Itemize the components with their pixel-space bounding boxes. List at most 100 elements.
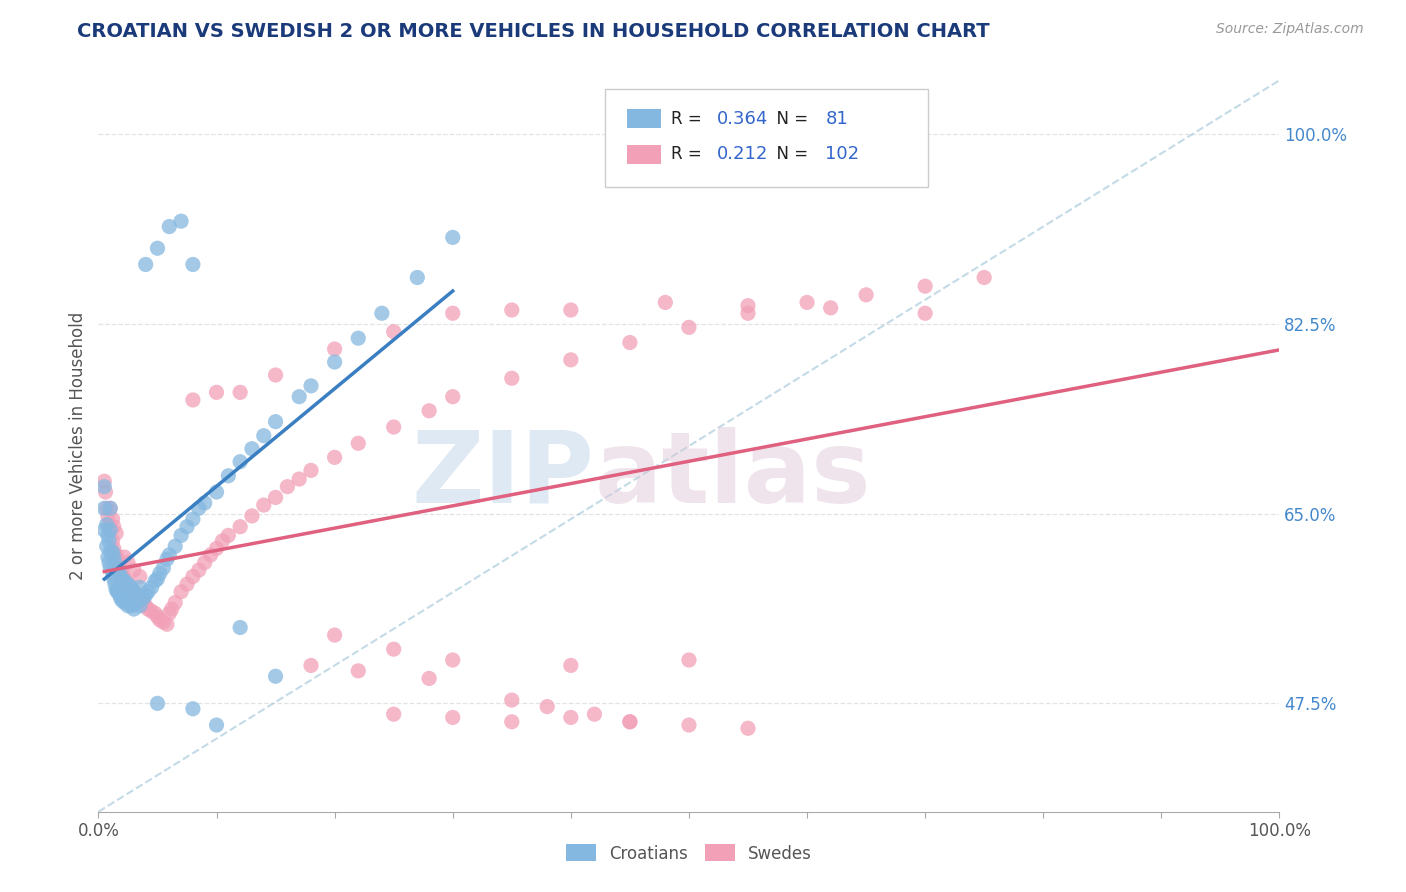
Point bbox=[536, 699, 558, 714]
Point bbox=[288, 472, 311, 486]
Point bbox=[112, 572, 135, 586]
Legend: Croatians, Swedes: Croatians, Swedes bbox=[560, 838, 818, 869]
Point bbox=[104, 577, 127, 591]
Point bbox=[127, 588, 149, 602]
Point bbox=[93, 480, 115, 494]
Point bbox=[112, 574, 135, 588]
Point bbox=[240, 442, 263, 456]
Point bbox=[654, 295, 676, 310]
Text: R =: R = bbox=[671, 110, 707, 128]
Point bbox=[157, 607, 180, 621]
Point bbox=[264, 415, 287, 429]
Point bbox=[323, 342, 346, 356]
Point bbox=[122, 584, 145, 599]
Point bbox=[200, 548, 222, 562]
Point bbox=[217, 528, 239, 542]
Point bbox=[146, 572, 169, 586]
Point bbox=[105, 552, 128, 566]
Point bbox=[141, 581, 163, 595]
Point bbox=[97, 550, 120, 565]
Point bbox=[122, 602, 145, 616]
Point bbox=[117, 577, 139, 591]
Point bbox=[165, 596, 187, 610]
Point bbox=[96, 539, 118, 553]
Point bbox=[855, 288, 877, 302]
Point bbox=[117, 556, 139, 570]
Point bbox=[820, 301, 842, 315]
Point bbox=[205, 718, 228, 732]
Point bbox=[205, 541, 228, 556]
Point bbox=[181, 512, 204, 526]
Point bbox=[501, 371, 523, 385]
Point bbox=[347, 664, 370, 678]
Point bbox=[156, 617, 179, 632]
Point bbox=[382, 707, 405, 722]
Point bbox=[276, 480, 298, 494]
Point bbox=[229, 455, 252, 469]
Point bbox=[135, 588, 157, 602]
Point bbox=[737, 299, 759, 313]
Point bbox=[121, 581, 143, 595]
Point bbox=[299, 463, 322, 477]
Point bbox=[205, 385, 228, 400]
Point bbox=[211, 533, 233, 548]
Point bbox=[441, 306, 464, 320]
Point bbox=[103, 541, 125, 556]
Point bbox=[678, 653, 700, 667]
Point bbox=[347, 331, 370, 345]
Point bbox=[121, 599, 143, 613]
Point bbox=[111, 566, 134, 581]
Text: N =: N = bbox=[766, 145, 814, 163]
Point bbox=[101, 512, 124, 526]
Point bbox=[288, 390, 311, 404]
Point bbox=[583, 707, 606, 722]
Text: 81: 81 bbox=[825, 110, 848, 128]
Point bbox=[108, 588, 131, 602]
Text: ZIP: ZIP bbox=[412, 426, 595, 524]
Point bbox=[323, 450, 346, 465]
Y-axis label: 2 or more Vehicles in Household: 2 or more Vehicles in Household bbox=[69, 312, 87, 580]
Point bbox=[406, 270, 429, 285]
Point bbox=[217, 468, 239, 483]
Point bbox=[382, 642, 405, 657]
Point bbox=[128, 581, 150, 595]
Point bbox=[796, 295, 818, 310]
Point bbox=[441, 230, 464, 244]
Point bbox=[121, 582, 143, 597]
Point bbox=[96, 501, 118, 516]
Point bbox=[103, 572, 125, 586]
Point bbox=[146, 241, 169, 255]
Point bbox=[101, 544, 124, 558]
Point bbox=[111, 572, 134, 586]
Point bbox=[135, 258, 157, 272]
Point bbox=[128, 599, 150, 613]
Point bbox=[98, 556, 121, 570]
Point bbox=[418, 404, 440, 418]
Point bbox=[141, 604, 163, 618]
Point bbox=[194, 556, 217, 570]
Point bbox=[382, 420, 405, 434]
Point bbox=[114, 591, 136, 606]
Point bbox=[128, 591, 150, 606]
Point bbox=[98, 533, 121, 548]
Point bbox=[299, 658, 322, 673]
Point bbox=[146, 609, 169, 624]
Point bbox=[187, 501, 209, 516]
Point bbox=[146, 697, 169, 711]
Point bbox=[240, 508, 263, 523]
Point bbox=[107, 584, 129, 599]
Point bbox=[194, 496, 217, 510]
Point bbox=[136, 602, 159, 616]
Point bbox=[678, 718, 700, 732]
Point bbox=[560, 710, 582, 724]
Point bbox=[619, 714, 641, 729]
Text: 0.212: 0.212 bbox=[717, 145, 769, 163]
Point bbox=[98, 517, 121, 532]
Point bbox=[973, 270, 995, 285]
Point bbox=[94, 485, 117, 500]
Point bbox=[181, 392, 204, 407]
Point bbox=[176, 577, 198, 591]
Point bbox=[181, 702, 204, 716]
Point bbox=[157, 548, 180, 562]
Point bbox=[229, 520, 252, 534]
